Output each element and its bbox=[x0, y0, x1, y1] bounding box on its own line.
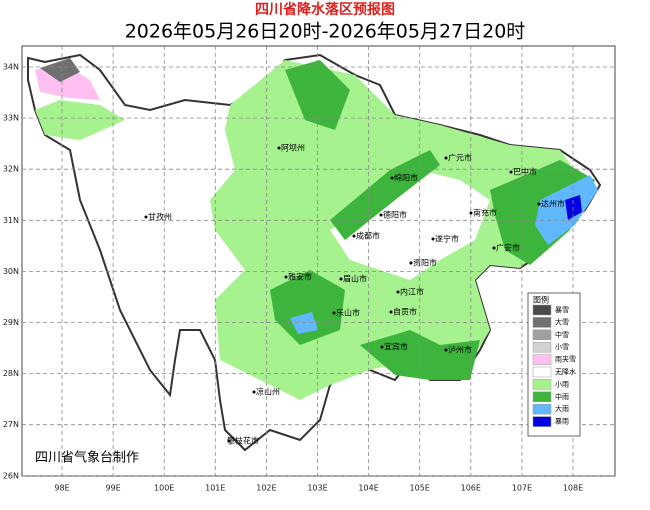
lon-label: 105E bbox=[410, 484, 430, 493]
legend-label: 大雪 bbox=[555, 317, 569, 326]
lon-label: 106E bbox=[461, 484, 481, 493]
lat-label: 34N bbox=[3, 63, 19, 72]
city-dot bbox=[379, 213, 383, 217]
legend-swatch bbox=[532, 391, 552, 403]
city-label: 达州市 bbox=[541, 199, 565, 209]
legend-swatch bbox=[532, 354, 552, 365]
city-dot bbox=[339, 277, 343, 281]
lat-label: 26N bbox=[3, 471, 19, 480]
city-label: 资阳市 bbox=[413, 258, 437, 268]
city-dot bbox=[469, 211, 473, 215]
legend-swatch bbox=[532, 403, 552, 415]
legend-label: 小雨 bbox=[555, 379, 569, 388]
city-dot bbox=[444, 156, 448, 160]
legend-swatch bbox=[532, 341, 552, 353]
legend-swatch bbox=[532, 304, 552, 316]
city-label: 雅安市 bbox=[288, 272, 312, 282]
graticule: 34N 33N 32N 31N 30N 29N 28N 27N 26N 98E 99E 100E 101… bbox=[3, 46, 615, 493]
city-dot bbox=[332, 311, 336, 315]
lat-label: 27N bbox=[3, 420, 19, 429]
lon-label: 102E bbox=[256, 484, 276, 493]
city-dot bbox=[227, 439, 231, 443]
city-dot bbox=[431, 237, 435, 241]
legend-label: 暴雪 bbox=[555, 306, 569, 314]
city-label: 乐山市 bbox=[336, 308, 360, 318]
legend-swatch bbox=[532, 366, 552, 378]
city-label: 甘孜州 bbox=[148, 212, 172, 222]
city-label: 泸州市 bbox=[448, 345, 472, 355]
city-label: 广安市 bbox=[496, 243, 520, 253]
city-label: 内江市 bbox=[400, 287, 424, 297]
lat-label: 31N bbox=[3, 216, 19, 225]
city-label: 遂宁市 bbox=[435, 234, 459, 244]
heavy-rain bbox=[290, 312, 318, 334]
city-label: 南充市 bbox=[473, 208, 497, 218]
city-label: 成都市 bbox=[356, 231, 380, 241]
legend-swatch bbox=[532, 379, 552, 390]
legend-label: 无降水 bbox=[555, 367, 576, 376]
legend-label: 中雨 bbox=[555, 392, 569, 401]
city-label: 阿坝州 bbox=[281, 144, 305, 153]
moderate-rain bbox=[270, 270, 345, 345]
city-dot bbox=[396, 290, 400, 294]
lat-label: 33N bbox=[3, 114, 19, 123]
credit: 四川省气象台制作 bbox=[35, 450, 139, 466]
city-label: 攀枝花市 bbox=[227, 436, 259, 446]
lat-label: 28N bbox=[3, 369, 19, 378]
legend-title: 图例 bbox=[533, 295, 549, 305]
city-label: 广元市 bbox=[448, 153, 472, 163]
lon-label: 101E bbox=[205, 484, 225, 493]
lon-label: 100E bbox=[154, 484, 174, 493]
lon-label: 99E bbox=[105, 484, 120, 493]
dry-area bbox=[330, 170, 490, 280]
legend-swatch bbox=[532, 329, 552, 341]
city-dot bbox=[277, 146, 281, 150]
city-label: 巴中市 bbox=[513, 167, 537, 177]
lat-label: 32N bbox=[3, 165, 19, 174]
legend-label: 暴雨 bbox=[555, 418, 569, 426]
title: 四川省降水落区预报图 bbox=[255, 1, 395, 18]
lon-label: 98E bbox=[54, 484, 69, 493]
province bbox=[27, 53, 602, 452]
city-dot bbox=[537, 202, 541, 206]
lon-label: 107E bbox=[512, 484, 532, 493]
legend-label: 小雪 bbox=[555, 342, 569, 351]
city-dot bbox=[509, 170, 513, 174]
subtitle: 2026年05月26日20时-2026年05月27日20时 bbox=[125, 21, 526, 43]
legend-label: 中雪 bbox=[555, 330, 569, 339]
city-dot bbox=[144, 215, 148, 219]
rainstorm bbox=[565, 195, 582, 220]
city-dot bbox=[390, 176, 394, 180]
lon-label: 103E bbox=[307, 484, 327, 493]
moderate-rain bbox=[330, 150, 440, 240]
snow-area bbox=[40, 58, 80, 82]
city-label: 眉山市 bbox=[343, 274, 367, 284]
legend-swatch bbox=[532, 317, 552, 328]
city-label: 凉山州 bbox=[256, 387, 280, 397]
city-dot bbox=[444, 348, 448, 352]
city-label: 自贡市 bbox=[393, 307, 417, 317]
lon-label: 104E bbox=[358, 484, 378, 493]
legend-label: 大雨 bbox=[555, 404, 569, 413]
lat-label: 30N bbox=[3, 267, 19, 276]
city-label: 宜宾市 bbox=[384, 342, 408, 352]
city-label: 德阳市 bbox=[383, 210, 407, 220]
city-dot bbox=[389, 310, 393, 314]
city-dot bbox=[352, 234, 356, 238]
lon-label: 108E bbox=[563, 484, 583, 493]
city-label: 绵阳市 bbox=[394, 173, 418, 183]
legend-swatch bbox=[532, 416, 552, 427]
legend-label: 雨夹雪 bbox=[555, 355, 576, 364]
rain-area bbox=[35, 100, 125, 140]
city-dot bbox=[409, 261, 413, 265]
city-dot bbox=[252, 390, 256, 394]
city-dot bbox=[492, 246, 496, 250]
city-dot bbox=[284, 275, 288, 279]
lat-label: 29N bbox=[3, 318, 19, 327]
city-dot bbox=[380, 345, 384, 349]
